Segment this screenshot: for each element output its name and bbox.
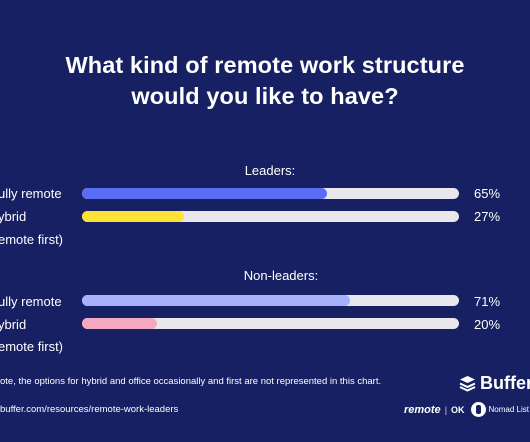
bar-track-nonleaders-fully-remote <box>82 295 459 306</box>
source-link[interactable]: buffer.com/resources/remote-work-leaders <box>0 404 179 415</box>
bar-nonleaders-hybrid <box>82 318 158 329</box>
value-label-nonleaders-hybrid: 20% <box>474 317 501 332</box>
bar-label-leaders-hybrid: ybrid <box>0 209 27 224</box>
logo-separator: | <box>444 404 448 415</box>
value-label-leaders-fully-remote: 65% <box>474 186 501 201</box>
bar-track-leaders-fully-remote <box>82 188 459 199</box>
footnote: ote, the options for hybrid and office o… <box>0 376 382 387</box>
bar-track-nonleaders-hybrid <box>82 318 459 329</box>
bar-label-leaders-fully-remote: ully remote <box>0 186 62 201</box>
bar-nonleaders-fully-remote <box>82 295 350 306</box>
bar-leaders-hybrid <box>82 211 184 222</box>
bar-leaders-fully-remote <box>82 188 328 199</box>
nomad-list-logo: Nomad List <box>488 405 529 414</box>
remote-ok-logo-remote: remote <box>404 403 441 416</box>
buffer-wordmark: Buffer <box>480 373 530 393</box>
partner-logos: remote | OK Nomad List <box>404 402 529 417</box>
group-label-nonleaders: Non-leaders: <box>243 268 319 283</box>
chart-title-line-1: What kind of remote work structure <box>65 52 465 78</box>
chart-title: What kind of remote work structure would… <box>0 50 530 112</box>
value-label-nonleaders-fully-remote: 71% <box>474 294 501 309</box>
bar-track-leaders-hybrid <box>82 211 459 222</box>
bar-label-nonleaders-fully-remote: ully remote <box>0 294 62 309</box>
bar-label-leaders-hybrid-sub: emote first) <box>0 232 64 247</box>
value-label-leaders-hybrid: 27% <box>474 209 501 224</box>
remote-ok-logo-ok: OK <box>451 404 465 415</box>
nomad-list-icon <box>470 402 486 417</box>
bar-label-nonleaders-hybrid-sub: emote first) <box>0 339 64 354</box>
bar-label-nonleaders-hybrid: ybrid <box>0 317 27 332</box>
buffer-stack-icon <box>459 376 476 392</box>
group-label-leaders: Leaders: <box>244 163 296 178</box>
buffer-logo: Buffer <box>459 373 530 394</box>
chart-title-line-2: would you like to have? <box>131 83 399 109</box>
